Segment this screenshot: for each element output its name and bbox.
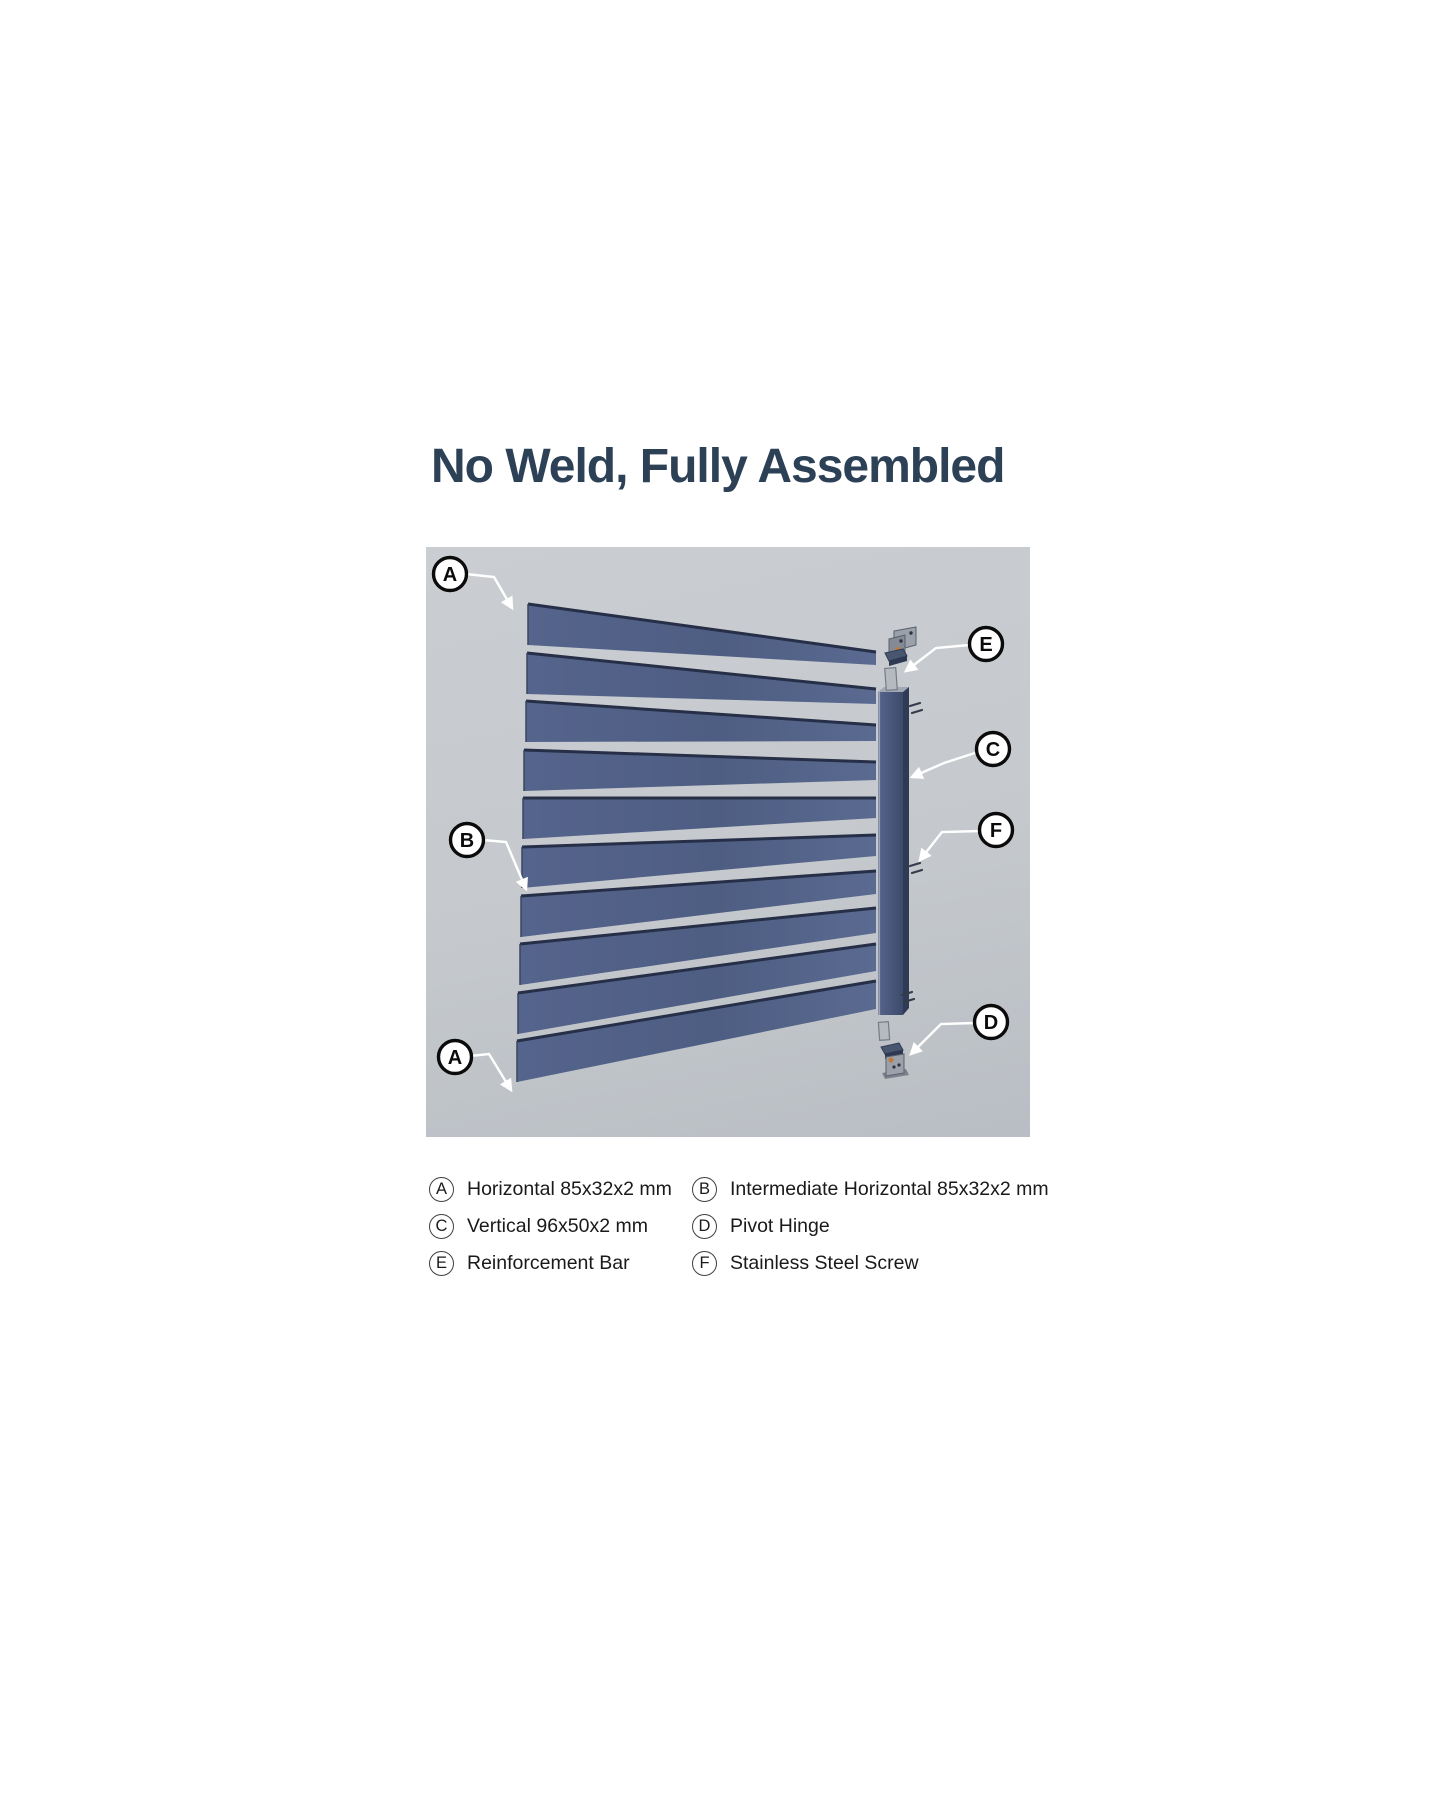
- screws-bottom: [900, 990, 916, 1004]
- callout-a-top: A: [431, 555, 469, 593]
- fence-slat: [526, 651, 877, 704]
- leader-b: [482, 838, 528, 892]
- legend-label-d: Pivot Hinge: [730, 1214, 830, 1237]
- callout-d: D: [972, 1003, 1010, 1041]
- screws-middle: [908, 861, 924, 875]
- exploded-view-diagram: A B A E C: [431, 555, 1015, 1093]
- reinforcement-bar-top: [884, 667, 898, 691]
- legend-circle-c: C: [429, 1213, 454, 1239]
- fence-slat: [516, 979, 877, 1082]
- legend-item-d: D Pivot Hinge: [692, 1213, 1049, 1239]
- callout-c: C: [974, 730, 1012, 768]
- legend-item-a: A Horizontal 85x32x2 mm: [429, 1176, 692, 1202]
- callout-letter: C: [986, 739, 1000, 761]
- callout-a-bottom: A: [436, 1038, 474, 1076]
- legend-label-a: Horizontal 85x32x2 mm: [467, 1177, 672, 1200]
- leader-d: [909, 1021, 975, 1056]
- top-post-cap: [884, 648, 908, 666]
- callout-letter: A: [443, 564, 457, 586]
- parts-legend: A Horizontal 85x32x2 mm B Intermediate H…: [429, 1176, 1049, 1276]
- leader-f: [918, 829, 981, 863]
- callout-letter: A: [448, 1047, 462, 1069]
- legend-label-e: Reinforcement Bar: [467, 1251, 630, 1274]
- screw-head-orange: [888, 1057, 894, 1063]
- fence-slat: [519, 906, 877, 985]
- pivot-hinge-bracket: [882, 1053, 909, 1079]
- legend-circle-f: F: [692, 1250, 717, 1276]
- legend-circle-b: B: [692, 1176, 717, 1202]
- callout-letter: E: [979, 634, 992, 656]
- product-diagram-panel: A B A E C: [426, 547, 1030, 1137]
- legend-circle-e: E: [429, 1250, 454, 1276]
- legend-label-f: Stainless Steel Screw: [730, 1251, 919, 1274]
- fence-slat: [523, 748, 877, 791]
- leader-c: [909, 750, 979, 779]
- screws-top: [908, 701, 924, 715]
- fence-slat: [525, 699, 877, 742]
- callout-letter: B: [460, 830, 474, 852]
- leader-a-bottom: [469, 1052, 513, 1093]
- fence-slat: [517, 942, 877, 1034]
- leader-lines: [465, 572, 981, 1093]
- legend-item-c: C Vertical 96x50x2 mm: [429, 1213, 692, 1239]
- fence-slat: [527, 602, 877, 665]
- callouts: A B A E C: [431, 555, 1015, 1076]
- callout-f: F: [977, 811, 1015, 849]
- legend-item-f: F Stainless Steel Screw: [692, 1250, 1049, 1276]
- fence-slat: [522, 796, 876, 839]
- fence-slat: [520, 869, 877, 937]
- legend-label-c: Vertical 96x50x2 mm: [467, 1214, 648, 1237]
- legend-circle-d: D: [692, 1213, 717, 1239]
- callout-b: B: [448, 821, 486, 859]
- legend-label-b: Intermediate Horizontal 85x32x2 mm: [730, 1177, 1049, 1200]
- legend-item-b: B Intermediate Horizontal 85x32x2 mm: [692, 1176, 1049, 1202]
- leader-a-top: [465, 572, 514, 611]
- callout-e: E: [967, 625, 1005, 663]
- legend-circle-a: A: [429, 1176, 454, 1202]
- callout-letter: F: [990, 820, 1002, 842]
- legend-item-e: E Reinforcement Bar: [429, 1250, 692, 1276]
- callout-letter: D: [984, 1012, 998, 1034]
- vertical-post: [878, 687, 909, 1015]
- fence-slats: [516, 602, 877, 1082]
- page-title: No Weld, Fully Assembled: [431, 440, 1005, 493]
- leader-e: [903, 643, 970, 673]
- reinforcement-bar-bottom: [877, 1021, 891, 1041]
